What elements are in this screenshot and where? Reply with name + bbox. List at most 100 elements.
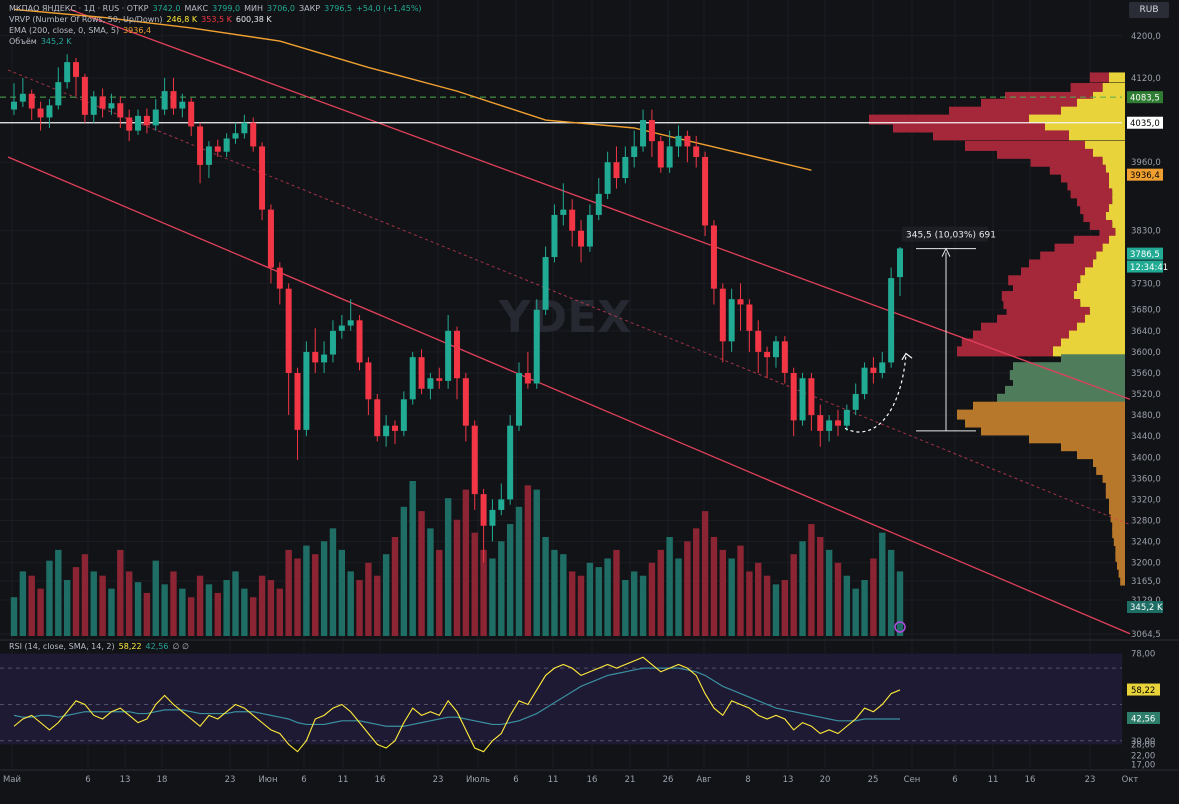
volume-bar: [347, 571, 354, 636]
candle-body: [400, 399, 407, 431]
candle-body: [764, 351, 771, 358]
legend-ema[interactable]: EMA (200, close, 0, SMA, 5) 3936,4: [9, 26, 155, 36]
candle-body: [507, 425, 514, 500]
candles: [11, 54, 903, 563]
vp-row-down: [893, 122, 1045, 133]
legend-vrvp[interactable]: VRVP (Number Of Rows, 50, Up/Down) 246,8 …: [9, 15, 276, 25]
vp-row-up: [1096, 251, 1125, 262]
vp-row: [973, 401, 1125, 412]
price-tick-label: 3640,0: [1131, 327, 1161, 337]
volume-marker-tag: [1127, 601, 1163, 613]
candle-body: [321, 354, 328, 363]
candle-body: [560, 209, 567, 215]
volume-bar: [294, 558, 301, 636]
candle-body: [303, 351, 310, 430]
vp-row: [1105, 480, 1125, 491]
candle-body: [143, 115, 150, 126]
vp-row: [1093, 457, 1125, 468]
candle-body: [99, 96, 106, 109]
volume-bar: [329, 528, 337, 636]
vp-row-up: [1045, 122, 1125, 133]
volume-bar: [489, 558, 496, 636]
vp-row-up: [1102, 82, 1125, 93]
vp-row-up: [1061, 106, 1125, 117]
volume-bar: [338, 549, 346, 636]
rsi-axis-label: 28,00: [1131, 740, 1155, 750]
currency-button[interactable]: RUB: [1129, 2, 1169, 18]
legend-low-label: МИН: [244, 4, 264, 13]
candle-body: [781, 341, 788, 373]
candle-body: [250, 122, 257, 147]
volume-bar: [462, 489, 470, 636]
measure-label: 345,5 (10,03%) 691: [906, 231, 996, 241]
volume-bar: [542, 536, 549, 636]
vp-row: [1009, 370, 1125, 381]
volume-bar: [179, 588, 186, 636]
candle-body: [897, 248, 903, 278]
volume-bar: [143, 592, 151, 636]
vp-row-down: [1049, 164, 1106, 175]
vp-row-down: [981, 322, 1077, 333]
candle-body: [37, 108, 44, 118]
volume-bar: [400, 506, 408, 636]
rsi-axis-label: 78,00: [1131, 650, 1155, 660]
legend-symbol[interactable]: МКПАО ЯНДЕКС · 1Д · RUS · ОТКР: [9, 4, 149, 13]
candle-body: [126, 117, 133, 131]
candle-body: [152, 109, 159, 126]
vp-row-up: [1085, 267, 1125, 278]
vp-row-up: [1115, 227, 1125, 238]
vp-row-down: [997, 148, 1093, 159]
time-tick-label: 6: [952, 775, 957, 785]
vp-row-up: [1077, 283, 1125, 294]
volume-bar: [276, 588, 283, 636]
volume-bar: [303, 545, 310, 636]
channel-lower-line: [7, 156, 1131, 635]
vp-row: [1112, 520, 1125, 531]
vp-row: [1013, 378, 1125, 389]
volume-bar: [232, 571, 239, 636]
time-tick-label: 20: [820, 775, 831, 785]
replay-marker-icon: [894, 621, 906, 633]
time-tick-label: Сен: [904, 775, 921, 785]
price-tick-label: 3064,5: [1131, 630, 1161, 640]
candle-body: [622, 156, 629, 179]
price-range-measure[interactable]: 345,5 (10,03%) 691: [844, 226, 996, 633]
time-tick-label: 25: [868, 775, 879, 785]
vp-row-down: [933, 130, 1069, 141]
projection-arrow-icon: [901, 352, 913, 361]
volume-bar: [657, 549, 664, 636]
candle-body: [81, 76, 88, 115]
candle-body: [489, 509, 496, 526]
volume-bar: [250, 597, 257, 636]
time-axis[interactable]: Май 6 13 18 23 Июн 6 11 16 23 Июль 6 11 16 21 26 Авг 8 13 2…: [0, 769, 1179, 785]
price-marker-tag: [1127, 116, 1163, 129]
horizontal-levels[interactable]: [0, 96, 1122, 124]
rsi-axis-label: 17,00: [1131, 760, 1155, 770]
volume-bar: [72, 567, 80, 636]
measure-label-bg: [902, 226, 988, 242]
volume-bar: [896, 571, 904, 636]
volume-bar: [719, 549, 726, 636]
legend-volume[interactable]: Объём 345,2 K: [9, 37, 76, 47]
volume-bar: [746, 571, 753, 636]
candle-body: [267, 209, 274, 268]
price-axis[interactable]: 4200,0 4120,0 3960,0 3830,0 3730,0 3680,0 3640…: [1127, 32, 1168, 640]
candle-body: [657, 141, 664, 168]
candle-body: [684, 135, 691, 147]
price-tick-label: 4200,0: [1131, 32, 1161, 42]
vp-row-up: [1029, 114, 1125, 125]
vp-row-down: [957, 346, 1053, 357]
rsi-value-text: 58,22: [1131, 686, 1155, 696]
price-marker-text: 4083,5: [1130, 94, 1160, 104]
volume-bar: [205, 584, 213, 636]
candle-body: [498, 499, 505, 510]
time-tick-label: 16: [1025, 775, 1036, 785]
candle-body: [445, 330, 452, 381]
volume-bar: [188, 597, 195, 636]
candle-body: [170, 91, 177, 109]
legend-rsi[interactable]: RSI (14, close, SMA, 14, 2) 58,22 42,56 ∅ ∅: [9, 642, 193, 651]
vp-row: [1109, 504, 1125, 515]
volume-bar: [622, 580, 629, 636]
vp-row-up: [1102, 156, 1125, 167]
